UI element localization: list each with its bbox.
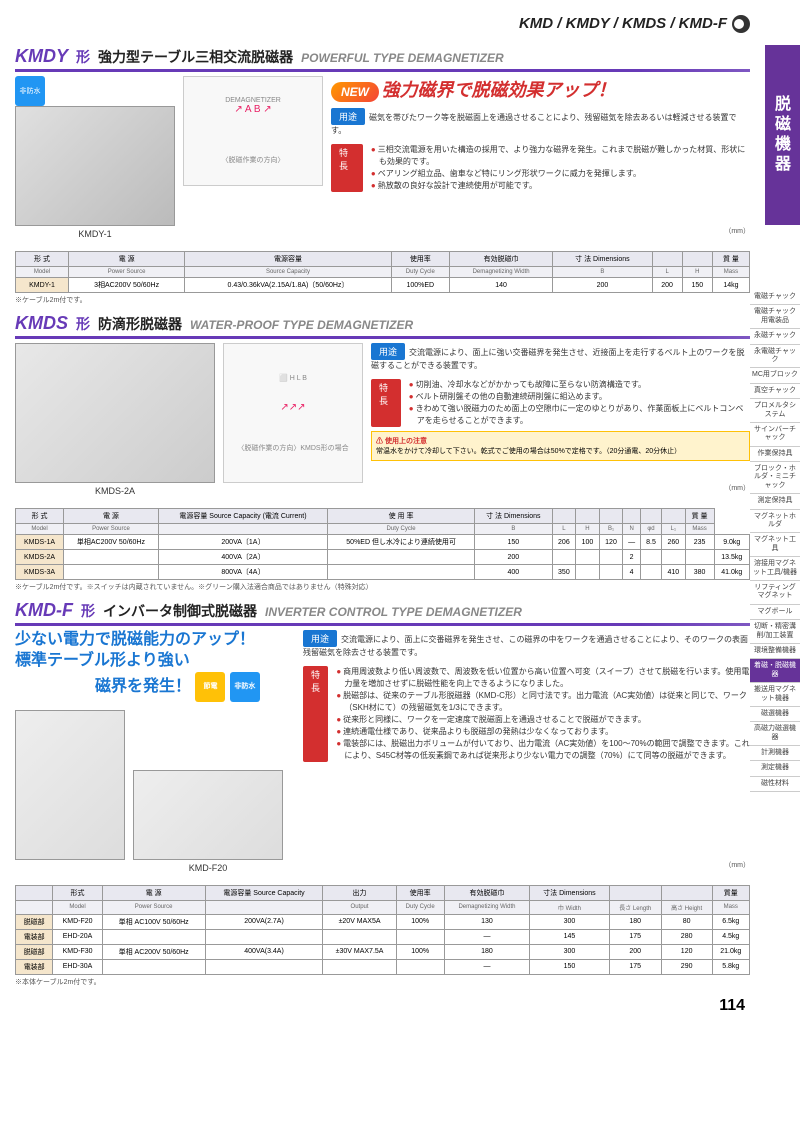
- spec-table-kmdy: 形 式電 源電源容量使用率有効脱磁巾寸 法 Dimensions質 量Model…: [15, 251, 750, 293]
- spec-table-kmds: 形 式電 源電源容量 Source Capacity (電流 Current)使…: [15, 508, 750, 580]
- product-image-kmds: KMDS-2A: [15, 343, 215, 483]
- section-title-kmds: KMDS形 防滴形脱磁器 WATER-PROOF TYPE DEMAGNETIZ…: [15, 313, 750, 334]
- section-title-kmdy: KMDY形 強力型テーブル三相交流脱磁器 POWERFUL TYPE DEMAG…: [15, 46, 750, 67]
- water-badge-icon: 非防水: [230, 672, 260, 702]
- product-image-kmdf-table: KMD-F20: [133, 770, 283, 860]
- water-badge-icon: 非防水: [15, 76, 45, 106]
- catchphrase: 強力磁界で脱磁効果アップ！: [382, 80, 616, 100]
- section-title-kmdf: KMD-F形 インバータ制御式脱磁器 INVERTER CONTROL TYPE…: [15, 600, 750, 621]
- brand-logo-icon: [732, 15, 750, 33]
- use-label: 用途: [331, 108, 365, 125]
- feature-label: 特長: [331, 144, 363, 192]
- diagram-kmds: ⬜ H L B ↗↗↗ 〈脱磁作業の方向〉KMDS形の場合: [223, 343, 363, 483]
- spec-table-kmdf: 形式電 源電源容量 Source Capacity出力使用率有効脱磁巾寸法 Di…: [15, 885, 750, 975]
- new-badge: NEW: [331, 82, 379, 102]
- table-note: ※ケーブル2m付です。: [15, 295, 750, 305]
- page-header: KMD / KMDY / KMDS / KMD-F: [15, 10, 750, 38]
- page-number: 114: [15, 997, 750, 1015]
- product-image-kmdf-controller: [15, 710, 125, 860]
- energy-badge-icon: 節電: [195, 672, 225, 702]
- product-image-kmdy: KMDY-1: [15, 106, 175, 226]
- warning-box: ⚠ 使用上の注意 常温水をかけて冷却して下さい。乾式でご使用の場合は50%で定格…: [371, 431, 750, 461]
- catchphrase-kmdf: 少ない電力で脱磁能力のアップ！ 標準テーブル形より強い 磁界を発生！ 節電 非防…: [15, 630, 295, 702]
- diagram-kmdy: DEMAGNETIZER ↗ A B ↗ 〈脱磁作業の方向〉: [183, 76, 323, 186]
